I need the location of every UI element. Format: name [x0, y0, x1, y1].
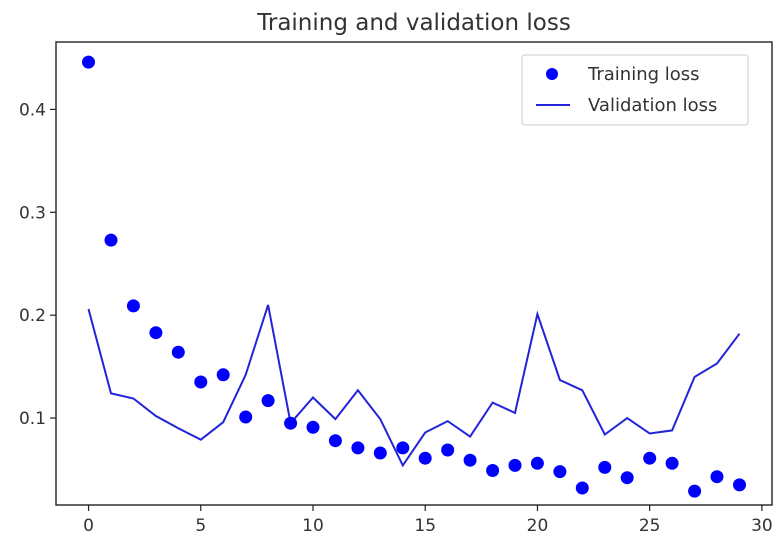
training-loss-point [351, 441, 365, 455]
x-tick-label: 30 [751, 516, 773, 536]
training-loss-point [598, 460, 612, 474]
x-tick-label: 10 [302, 516, 324, 536]
training-loss-point [486, 464, 500, 477]
training-loss-point [665, 456, 679, 470]
training-loss-point [194, 375, 208, 389]
training-loss-point [688, 484, 702, 498]
training-loss-point [216, 368, 230, 382]
legend-label-training-loss: Training loss [587, 64, 700, 85]
training-loss-point [306, 420, 320, 434]
legend-box [521, 54, 749, 126]
x-axis: 0 5 10 15 20 25 30 [83, 505, 773, 536]
training-loss-point [239, 410, 253, 424]
training-loss-point [396, 441, 410, 455]
training-loss-point [643, 451, 657, 465]
training-loss-point [620, 471, 634, 485]
training-loss-point [82, 55, 95, 69]
training-loss-point [284, 416, 298, 430]
legend: Training loss Validation loss [521, 54, 749, 126]
validation-loss-line [87, 304, 741, 468]
training-loss-point [418, 451, 432, 465]
chart-title: Training and validation loss [256, 10, 571, 36]
legend-label-validation-loss: Validation loss [588, 95, 717, 116]
x-tick-label: 5 [195, 516, 206, 536]
plot-frame [55, 41, 773, 506]
training-loss-point [328, 434, 342, 448]
legend-marker-training-loss [546, 68, 558, 80]
training-loss-point [104, 233, 118, 247]
x-tick-label: 20 [527, 516, 549, 536]
y-tick-label: 0.4 [19, 100, 46, 120]
training-loss-point [126, 299, 140, 313]
training-loss-point [463, 453, 477, 467]
training-loss-point [261, 394, 275, 408]
training-loss-point [149, 326, 163, 340]
training-loss-point [530, 456, 544, 470]
y-tick-label: 0.1 [19, 409, 46, 429]
training-loss-point [733, 478, 746, 492]
y-axis: 0.1 0.2 0.3 0.4 [19, 100, 56, 429]
y-tick-label: 0.2 [19, 306, 46, 326]
training-loss-point [373, 446, 387, 460]
x-tick-label: 15 [414, 516, 436, 536]
training-loss-point [553, 465, 567, 479]
training-loss-point [710, 470, 724, 484]
training-loss-point [575, 481, 589, 495]
x-tick-label: 0 [83, 516, 94, 536]
training-loss-point [508, 458, 522, 472]
training-loss-point [441, 443, 455, 457]
y-tick-label: 0.3 [19, 203, 46, 223]
training-loss-points [82, 55, 746, 498]
training-loss-point [171, 345, 185, 359]
x-tick-label: 25 [639, 516, 661, 536]
